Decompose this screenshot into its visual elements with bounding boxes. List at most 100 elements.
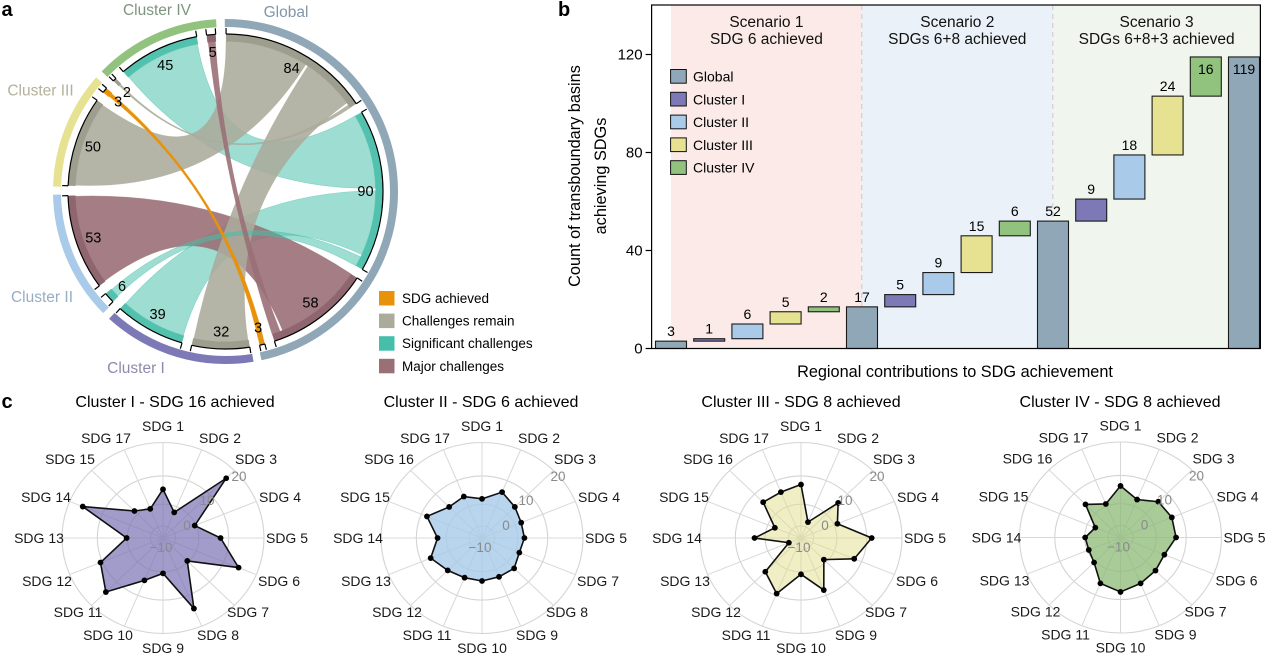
svg-text:SDG 9: SDG 9	[1154, 627, 1196, 643]
svg-text:0: 0	[1141, 518, 1149, 533]
svg-text:SDG 6: SDG 6	[258, 573, 300, 589]
svg-text:SDG 3: SDG 3	[873, 451, 915, 467]
svg-text:17: 17	[854, 289, 870, 305]
svg-text:20: 20	[1189, 469, 1204, 484]
svg-text:9: 9	[1087, 181, 1095, 197]
svg-text:c: c	[2, 391, 13, 413]
svg-text:SDG 4: SDG 4	[259, 489, 301, 505]
svg-text:SDG 11: SDG 11	[403, 627, 452, 643]
svg-text:Cluster I - SDG 16 achieved: Cluster I - SDG 16 achieved	[75, 394, 274, 411]
svg-text:SDG 17: SDG 17	[81, 430, 131, 446]
svg-text:Cluster II - SDG 6 achieved: Cluster II - SDG 6 achieved	[384, 394, 579, 411]
svg-text:SDGs 6+8+3 achieved: SDGs 6+8+3 achieved	[1079, 31, 1235, 48]
svg-text:SDG 4: SDG 4	[897, 489, 939, 505]
svg-text:SDG 12: SDG 12	[1011, 604, 1061, 620]
svg-text:5: 5	[782, 294, 790, 310]
svg-text:SDG 14: SDG 14	[333, 530, 383, 546]
svg-text:SDG 2: SDG 2	[518, 430, 560, 446]
svg-text:SDG 16: SDG 16	[1003, 451, 1053, 467]
svg-text:SDG 10: SDG 10	[457, 640, 507, 656]
svg-text:achieving SDGs: achieving SDGs	[592, 118, 610, 235]
svg-text:SDG 6: SDG 6	[896, 573, 938, 589]
svg-text:SDG achieved: SDG achieved	[402, 291, 489, 306]
svg-text:SDG 6 achieved: SDG 6 achieved	[710, 31, 823, 48]
svg-text:20: 20	[231, 469, 246, 484]
svg-text:Count of transboundary basins: Count of transboundary basins	[566, 65, 584, 287]
svg-text:16: 16	[1198, 61, 1214, 77]
svg-text:53: 53	[85, 230, 101, 246]
svg-text:SDG 3: SDG 3	[554, 451, 596, 467]
svg-text:3: 3	[114, 95, 122, 111]
svg-text:20: 20	[869, 469, 884, 484]
svg-text:84: 84	[284, 61, 300, 77]
svg-text:SDG 8: SDG 8	[197, 627, 239, 643]
svg-text:10: 10	[1157, 493, 1172, 508]
svg-text:10: 10	[518, 493, 533, 508]
svg-text:SDG 16: SDG 16	[683, 451, 733, 467]
svg-text:SDG 15: SDG 15	[45, 451, 95, 467]
svg-text:Cluster III - SDG 8 achieved: Cluster III - SDG 8 achieved	[701, 394, 900, 411]
svg-text:SDG 1: SDG 1	[461, 418, 503, 434]
svg-text:Cluster IV - SDG 8 achieved: Cluster IV - SDG 8 achieved	[1020, 394, 1221, 411]
svg-text:6: 6	[118, 279, 126, 295]
svg-text:SDG 17: SDG 17	[1039, 430, 1089, 446]
svg-text:6: 6	[1011, 203, 1019, 219]
svg-text:SDG 4: SDG 4	[578, 489, 620, 505]
svg-text:SDG 5: SDG 5	[585, 530, 627, 546]
svg-text:SDGs 6+8 achieved: SDGs 6+8 achieved	[888, 31, 1026, 48]
svg-text:SDG 10: SDG 10	[776, 640, 826, 656]
svg-text:SDG 7: SDG 7	[865, 604, 907, 620]
svg-text:−10: −10	[1107, 540, 1130, 555]
svg-text:SDG 16: SDG 16	[364, 451, 414, 467]
svg-text:SDG 12: SDG 12	[372, 604, 422, 620]
svg-text:9: 9	[935, 255, 943, 271]
svg-text:2: 2	[820, 289, 828, 305]
svg-text:Scenario 3: Scenario 3	[1120, 14, 1194, 31]
svg-text:Significant challenges: Significant challenges	[402, 336, 533, 351]
svg-text:SDG 15: SDG 15	[659, 489, 709, 505]
svg-text:0: 0	[502, 518, 510, 533]
svg-text:SDG 10: SDG 10	[83, 627, 133, 643]
svg-text:Cluster I: Cluster I	[693, 91, 745, 107]
svg-text:SDG 7: SDG 7	[577, 573, 619, 589]
svg-text:SDG 14: SDG 14	[972, 530, 1022, 546]
svg-text:50: 50	[85, 140, 101, 156]
svg-text:SDG 10: SDG 10	[1096, 640, 1146, 656]
svg-text:−10: −10	[469, 540, 492, 555]
svg-text:SDG 9: SDG 9	[835, 627, 877, 643]
svg-text:SDG 11: SDG 11	[54, 604, 103, 620]
svg-text:SDG 13: SDG 13	[14, 530, 64, 546]
svg-text:3: 3	[254, 321, 262, 337]
svg-text:39: 39	[150, 307, 166, 323]
svg-text:SDG 9: SDG 9	[516, 627, 558, 643]
svg-text:SDG 2: SDG 2	[837, 430, 879, 446]
svg-text:SDG 15: SDG 15	[340, 489, 390, 505]
svg-text:SDG 17: SDG 17	[719, 430, 769, 446]
svg-text:40: 40	[626, 243, 643, 260]
svg-text:Global: Global	[264, 4, 309, 21]
svg-text:Scenario 2: Scenario 2	[920, 14, 994, 31]
svg-text:SDG 7: SDG 7	[227, 604, 269, 620]
svg-text:32: 32	[213, 324, 229, 340]
svg-text:10: 10	[199, 493, 214, 508]
svg-text:SDG 8: SDG 8	[546, 604, 588, 620]
svg-text:SDG 14: SDG 14	[21, 489, 71, 505]
svg-text:52: 52	[1045, 203, 1061, 219]
svg-text:SDG 12: SDG 12	[691, 604, 741, 620]
svg-text:a: a	[2, 0, 14, 21]
svg-text:Major challenges: Major challenges	[402, 359, 504, 374]
svg-text:18: 18	[1122, 137, 1138, 153]
svg-text:Cluster II: Cluster II	[11, 289, 73, 306]
svg-text:SDG 2: SDG 2	[1156, 430, 1198, 446]
svg-text:Cluster IV: Cluster IV	[123, 2, 192, 19]
svg-text:Cluster III: Cluster III	[693, 137, 753, 153]
svg-text:SDG 17: SDG 17	[400, 430, 450, 446]
svg-text:SDG 4: SDG 4	[1216, 489, 1258, 505]
svg-text:3: 3	[667, 323, 675, 339]
svg-text:SDG 3: SDG 3	[1192, 451, 1234, 467]
svg-text:0: 0	[183, 518, 191, 533]
svg-text:SDG 1: SDG 1	[1099, 418, 1141, 434]
svg-text:0: 0	[821, 518, 829, 533]
svg-text:24: 24	[1160, 78, 1176, 94]
svg-text:Cluster IV: Cluster IV	[693, 160, 755, 176]
